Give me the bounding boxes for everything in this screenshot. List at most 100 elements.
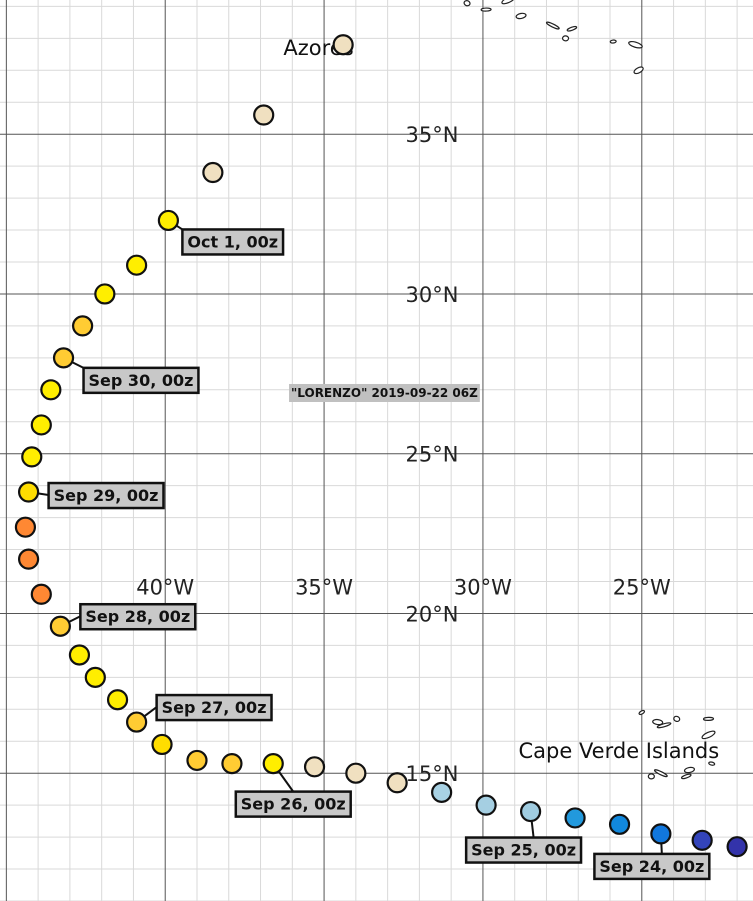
track-point bbox=[84, 666, 106, 688]
track-point bbox=[431, 781, 453, 803]
date-label-box bbox=[47, 481, 165, 510]
date-label: Sep 28, 00z bbox=[79, 602, 197, 631]
track-point bbox=[126, 254, 148, 276]
track-point bbox=[151, 733, 173, 756]
date-label-box bbox=[234, 790, 352, 818]
storm-title-background bbox=[289, 383, 480, 402]
date-label-box bbox=[79, 602, 197, 631]
place-label: Cape Verde Islands bbox=[518, 739, 719, 763]
azores-island bbox=[609, 39, 617, 44]
longitude-label: 25°W bbox=[613, 575, 671, 599]
azores-island bbox=[501, 0, 516, 5]
date-label-box bbox=[593, 852, 711, 881]
date-label-text: Sep 27, 00z bbox=[162, 698, 267, 717]
track-point bbox=[94, 283, 116, 305]
cape-verde-island bbox=[656, 722, 672, 729]
storm-track-points bbox=[14, 34, 748, 858]
track-point bbox=[17, 481, 40, 503]
latitude-label: 20°N bbox=[406, 602, 459, 626]
track-point bbox=[186, 749, 208, 772]
cape-verde-island bbox=[647, 773, 655, 780]
cape-verde-island bbox=[683, 766, 695, 774]
storm-title: "LORENZO" 2019-09-22 06Z bbox=[289, 383, 480, 402]
latitude-label: 30°N bbox=[406, 283, 459, 307]
date-label: Sep 30, 00z bbox=[82, 366, 200, 395]
date-label: Oct 1, 00z bbox=[181, 228, 285, 256]
date-label-text: Oct 1, 00z bbox=[187, 232, 278, 251]
azores-island bbox=[561, 35, 570, 42]
track-point bbox=[332, 34, 354, 56]
cape-verde-island bbox=[638, 709, 646, 716]
track-point bbox=[386, 772, 408, 794]
cape-verde-island bbox=[701, 730, 716, 740]
cape-verde-island bbox=[680, 773, 692, 780]
graticule-labels: 35°N 30°N 25°N 20°N 15°N 40°W 35°W 30°W 25°W bbox=[136, 123, 671, 786]
azores-island bbox=[463, 0, 471, 7]
track-point bbox=[345, 762, 367, 784]
track-point bbox=[14, 516, 37, 538]
track-point bbox=[52, 347, 75, 369]
track-point bbox=[519, 800, 542, 823]
track-point bbox=[68, 644, 91, 666]
date-label-text: Sep 26, 00z bbox=[241, 795, 346, 814]
date-label-box bbox=[155, 693, 273, 722]
date-label-text: Sep 28, 00z bbox=[85, 607, 190, 626]
date-label: Sep 24, 00z bbox=[593, 852, 711, 881]
track-point bbox=[221, 753, 243, 775]
track-point bbox=[262, 753, 284, 775]
latitude-label: 35°N bbox=[406, 123, 459, 147]
cape-verde-island bbox=[702, 716, 715, 721]
azores-island bbox=[566, 25, 578, 32]
azores-island bbox=[633, 66, 644, 75]
storm-title-text: "LORENZO" 2019-09-22 06Z bbox=[291, 386, 478, 400]
track-point bbox=[564, 807, 586, 829]
track-point bbox=[202, 161, 224, 184]
date-label: Sep 25, 00z bbox=[464, 836, 583, 864]
date-labels: Oct 1, 00z Sep 30, 00z Sep 29, 00z Sep 28, … bbox=[47, 228, 711, 881]
latitude-label: 15°N bbox=[406, 762, 459, 786]
track-point bbox=[253, 104, 275, 126]
track-point bbox=[650, 823, 672, 845]
date-label: Sep 29, 00z bbox=[47, 481, 165, 510]
track-point bbox=[30, 583, 52, 605]
azores-island bbox=[628, 40, 643, 49]
latitude-label: 25°N bbox=[406, 443, 459, 467]
cape-verde-island bbox=[652, 718, 664, 726]
azores-island bbox=[545, 21, 560, 30]
cape-verde-island bbox=[708, 761, 716, 766]
date-label-text: Sep 25, 00z bbox=[471, 841, 576, 860]
date-label-text: Sep 29, 00z bbox=[54, 486, 159, 505]
date-label-text: Sep 30, 00z bbox=[89, 371, 194, 390]
date-label-box bbox=[464, 836, 583, 864]
track-point bbox=[30, 414, 52, 436]
cape-verde-island bbox=[653, 769, 668, 778]
track-point bbox=[608, 813, 631, 835]
date-label-box bbox=[181, 228, 285, 256]
track-point bbox=[17, 548, 40, 570]
date-label-box bbox=[82, 366, 200, 395]
track-point bbox=[303, 756, 326, 778]
track-point bbox=[726, 836, 748, 858]
longitude-label: 35°W bbox=[295, 575, 353, 599]
track-point bbox=[157, 209, 179, 232]
date-label-text: Sep 24, 00z bbox=[599, 857, 704, 876]
azores-island bbox=[515, 12, 527, 20]
track-point bbox=[126, 711, 148, 733]
track-point bbox=[106, 689, 129, 711]
cape-verde-island bbox=[673, 715, 681, 723]
track-point bbox=[691, 829, 713, 851]
track-point bbox=[21, 446, 43, 468]
track-point bbox=[72, 315, 94, 337]
azores-island bbox=[480, 7, 492, 12]
date-label: Sep 27, 00z bbox=[155, 693, 273, 722]
longitude-label: 30°W bbox=[454, 575, 512, 599]
date-label: Sep 26, 00z bbox=[234, 790, 352, 818]
track-point bbox=[475, 794, 497, 816]
longitude-label: 40°W bbox=[136, 575, 194, 599]
track-point bbox=[49, 615, 71, 637]
island-outlines bbox=[463, 0, 716, 780]
